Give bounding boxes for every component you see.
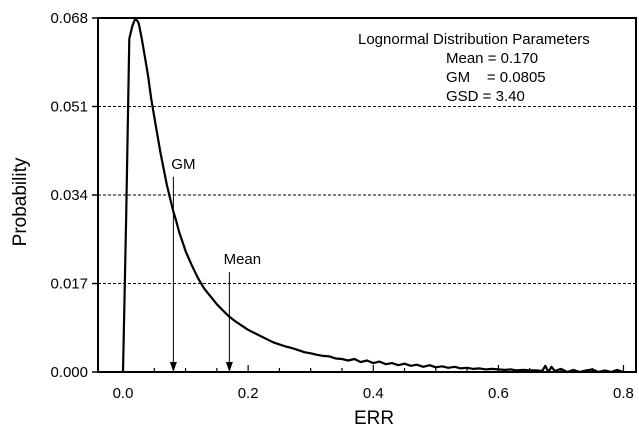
y-tick-label: 0.017	[50, 276, 88, 293]
annotation-arrowhead	[225, 362, 233, 372]
legend-line-gsd: GSD = 3.40	[446, 88, 525, 105]
y-tick-label: 0.000	[50, 364, 88, 381]
y-axis: 0.000 0.017 0.034 0.051 0.068	[50, 10, 98, 381]
grid-layer	[98, 106, 636, 284]
plot-frame	[97, 17, 637, 373]
annotation-label: Mean	[224, 251, 262, 268]
legend-line-gm: GM = 0.0805	[446, 69, 546, 86]
x-tick-label: 0.0	[113, 385, 134, 402]
annotation-arrowhead	[169, 362, 177, 372]
x-tick-label: 0.6	[488, 385, 509, 402]
y-tick-label: 0.068	[50, 10, 88, 27]
annotation-label: GM	[171, 156, 195, 173]
annotations: GM Mean	[169, 156, 262, 372]
y-tick-label: 0.051	[50, 99, 88, 116]
y-tick-label: 0.034	[50, 187, 88, 204]
x-tick-label: 0.8	[613, 385, 634, 402]
legend-title: Lognormal Distribution Parameters	[358, 31, 590, 48]
y-axis-title: Probability	[10, 157, 31, 246]
series-line	[121, 16, 624, 374]
x-tick-label: 0.4	[363, 385, 384, 402]
x-axis: 0.0 0.2 0.4 0.6 0.8	[113, 365, 634, 402]
legend-box: Lognormal Distribution Parameters Mean =…	[358, 31, 590, 105]
x-axis-title: ERR	[354, 408, 394, 429]
legend-line-mean: Mean = 0.170	[446, 50, 538, 67]
x-tick-label: 0.2	[238, 385, 259, 402]
